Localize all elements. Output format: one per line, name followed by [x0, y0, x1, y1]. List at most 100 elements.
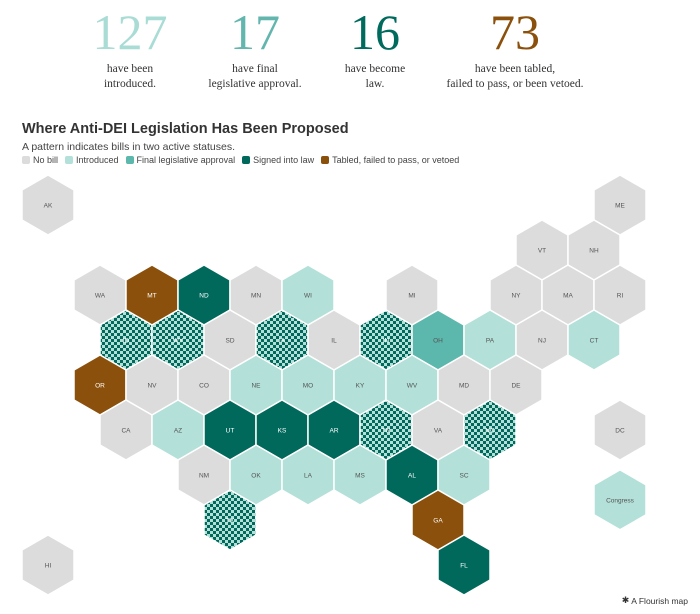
- state-label: MT: [147, 293, 156, 300]
- state-label: SC: [459, 473, 468, 480]
- flourish-logo-icon: ✱: [621, 595, 630, 605]
- legend-swatch: [125, 156, 134, 164]
- state-label: KS: [278, 428, 287, 435]
- state-hexes: AK ME VT NH WA MT ND MN WI MI NY MA RI ID WY SD IA IL IN OH…: [21, 174, 647, 596]
- state-label: GA: [433, 518, 443, 525]
- state-label: VA: [434, 428, 443, 435]
- state-label: AR: [329, 428, 338, 435]
- legend-label: Signed into law: [253, 155, 315, 165]
- state-label: HI: [45, 563, 52, 570]
- state-label: WI: [304, 293, 312, 300]
- state-label: MI: [408, 293, 415, 300]
- legend-label: Tabled, failed to pass, or vetoed: [332, 155, 460, 165]
- state-label: AZ: [174, 428, 182, 435]
- stat-final-approval-number: 17: [230, 4, 280, 60]
- hex-shape: [567, 309, 621, 371]
- map-subtitle: A pattern indicates bills in two active …: [22, 141, 236, 153]
- state-label: NV: [147, 383, 157, 390]
- stat-tabled-desc: have been tabled, failed to pass, or bee…: [446, 63, 584, 90]
- state-label: AK: [44, 203, 53, 210]
- flourish-credit[interactable]: ✱ A Flourish map: [622, 595, 688, 606]
- hex-shape: [21, 534, 75, 596]
- state-label: VT: [538, 248, 546, 255]
- state-hex-ak[interactable]: AK: [21, 174, 75, 236]
- state-label: IL: [331, 338, 337, 345]
- legend-label: Introduced: [76, 155, 119, 165]
- state-label: WA: [95, 293, 106, 300]
- hex-shape: [21, 174, 75, 236]
- legend-swatch: [65, 156, 74, 164]
- state-label: UT: [226, 428, 235, 435]
- state-hex-tx[interactable]: TX: [203, 489, 257, 551]
- hex-shape: [437, 534, 491, 596]
- state-hex-ct[interactable]: CT: [567, 309, 621, 371]
- credit-label: A Flourish map: [631, 595, 688, 606]
- state-label: CT: [590, 338, 599, 345]
- state-label: OR: [95, 383, 105, 390]
- state-label: MS: [355, 473, 365, 480]
- stat-introduced: 127 have been introduced.: [90, 4, 170, 92]
- state-label: TN: [382, 428, 391, 435]
- legend-item-signed-into-law[interactable]: Signed into law: [242, 155, 314, 165]
- legend-swatch: [242, 156, 251, 164]
- state-label: CA: [121, 428, 131, 435]
- hex-shape: [593, 468, 647, 531]
- state-label: ID: [123, 338, 130, 345]
- state-label: MD: [459, 383, 469, 390]
- legend-swatch: [22, 156, 30, 164]
- stat-law-desc: have become law.: [344, 63, 406, 90]
- legend: No bill Introduced Final legislative app…: [22, 153, 466, 167]
- state-label: MA: [563, 293, 573, 300]
- hex-shape: [593, 399, 647, 461]
- legend-label: No bill: [33, 155, 59, 165]
- state-label: ND: [199, 293, 209, 300]
- state-label: NM: [199, 473, 209, 480]
- state-label: MO: [303, 383, 313, 390]
- map-title: Where Anti-DEI Legislation Has Been Prop…: [22, 121, 349, 137]
- state-label: OK: [251, 473, 261, 480]
- state-label: IA: [279, 338, 286, 345]
- stat-law: 16 have become law.: [330, 4, 420, 92]
- legend-item-no-bill[interactable]: No bill: [22, 155, 58, 165]
- state-label: Congress: [606, 497, 635, 504]
- state-hex-hi[interactable]: HI: [21, 534, 75, 596]
- state-label: NE: [251, 383, 261, 390]
- state-label: RI: [617, 293, 624, 300]
- state-label: SD: [225, 338, 234, 345]
- hex-shape: [203, 489, 257, 551]
- state-label: OH: [433, 338, 443, 345]
- legend-swatch: [321, 156, 330, 164]
- state-label: NC: [485, 428, 495, 435]
- state-label: WY: [173, 338, 184, 345]
- state-label: FL: [460, 563, 468, 570]
- stat-introduced-desc: have been introduced.: [103, 63, 157, 90]
- state-label: AL: [408, 473, 416, 480]
- stat-tabled: 73 have been tabled, failed to pass, or …: [430, 4, 600, 92]
- state-label: NH: [589, 248, 599, 255]
- state-label: DC: [615, 428, 625, 435]
- legend-item-tabled[interactable]: Tabled, failed to pass, or vetoed: [321, 155, 459, 165]
- state-label: NY: [511, 293, 521, 300]
- state-label: DE: [511, 383, 521, 390]
- state-label: PA: [486, 338, 495, 345]
- state-hex-fl[interactable]: FL: [437, 534, 491, 596]
- state-hex-congress[interactable]: Congress: [593, 468, 647, 531]
- state-label: IN: [383, 338, 390, 345]
- state-label: LA: [304, 473, 313, 480]
- stat-introduced-number: 127: [92, 4, 168, 60]
- stat-law-number: 16: [350, 4, 400, 60]
- state-label: KY: [356, 383, 365, 390]
- legend-item-introduced[interactable]: Introduced: [65, 155, 119, 165]
- legend-item-final-approval[interactable]: Final legislative approval: [125, 155, 236, 165]
- state-label: NJ: [538, 338, 546, 345]
- state-label: ME: [615, 203, 625, 210]
- stat-final-approval: 17 have final legislative approval.: [195, 4, 315, 92]
- state-label: MN: [251, 293, 261, 300]
- state-label: CO: [199, 383, 209, 390]
- legend-label: Final legislative approval: [136, 155, 236, 165]
- stat-tabled-number: 73: [490, 4, 540, 60]
- state-hex-dc[interactable]: DC: [593, 399, 647, 461]
- stat-final-approval-desc: have final legislative approval.: [208, 63, 302, 90]
- state-label: WV: [407, 383, 418, 390]
